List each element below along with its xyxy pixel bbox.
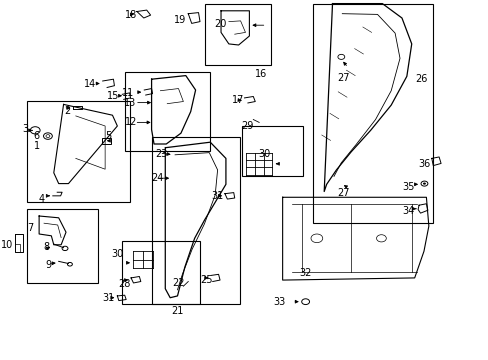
Text: 17: 17 [232, 95, 244, 105]
Text: 30: 30 [257, 149, 270, 159]
Text: 31: 31 [102, 293, 115, 303]
Text: 27: 27 [336, 188, 349, 198]
Text: 29: 29 [240, 121, 253, 131]
Text: 23: 23 [155, 149, 167, 159]
Bar [27, 101, 129, 202]
Text: 7: 7 [28, 222, 34, 233]
Bar [27, 209, 98, 283]
Bar [242, 126, 303, 176]
Text: 12: 12 [124, 117, 137, 127]
Circle shape [422, 183, 425, 185]
Text: 1: 1 [34, 141, 40, 151]
Text: 18: 18 [124, 10, 137, 20]
Text: 21: 21 [170, 306, 183, 316]
Text: 13: 13 [123, 98, 136, 108]
Bar [312, 4, 432, 223]
Text: 16: 16 [254, 69, 266, 79]
Text: 20: 20 [213, 19, 226, 30]
Text: 9: 9 [46, 260, 52, 270]
Bar [122, 241, 200, 304]
Text: 19: 19 [173, 15, 186, 25]
Text: 30: 30 [111, 249, 123, 259]
Text: 36: 36 [417, 159, 430, 169]
Text: 26: 26 [414, 74, 427, 84]
Text: 3: 3 [22, 123, 28, 134]
Text: 14: 14 [84, 78, 97, 89]
Text: 10: 10 [1, 240, 14, 250]
Text: 34: 34 [401, 206, 414, 216]
Text: 11: 11 [122, 88, 134, 98]
Text: 31: 31 [211, 191, 224, 201]
Text: 5: 5 [105, 131, 111, 141]
Text: 6: 6 [34, 131, 40, 141]
Bar [102, 138, 111, 144]
Text: 4: 4 [39, 194, 44, 204]
Bar [151, 137, 239, 304]
Text: 27: 27 [336, 73, 349, 84]
Text: 32: 32 [299, 268, 311, 278]
Bar [124, 72, 210, 151]
Text: 15: 15 [107, 91, 120, 102]
Text: 2: 2 [64, 105, 70, 116]
Text: 33: 33 [273, 297, 285, 307]
Text: 24: 24 [151, 173, 163, 183]
Text: 35: 35 [401, 182, 414, 192]
Bar [205, 4, 271, 65]
Text: 28: 28 [118, 279, 131, 289]
Text: 25: 25 [200, 275, 212, 285]
Text: 8: 8 [43, 242, 49, 252]
Text: 22: 22 [172, 278, 184, 288]
